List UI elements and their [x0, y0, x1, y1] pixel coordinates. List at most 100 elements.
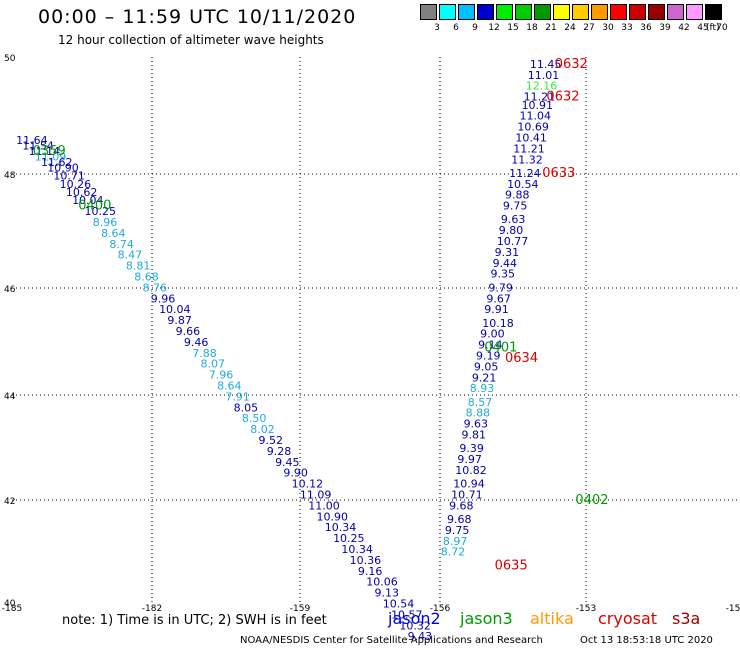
- scale-label: 36: [640, 23, 652, 33]
- swh-data-label: 9.19: [476, 349, 501, 362]
- swh-data-label: 9.13: [375, 587, 400, 600]
- swh-data-label: 9.68: [447, 513, 472, 526]
- scale-unit: (ft): [706, 23, 720, 33]
- swh-data-label: 8.81: [126, 260, 151, 273]
- swh-data-label: 11.21: [513, 142, 545, 155]
- y-tick-label: 42: [4, 497, 15, 507]
- swh-data-label: 11.00: [308, 499, 340, 512]
- swh-data-label: 10.90: [47, 161, 79, 174]
- pass-time-label: 0402: [575, 493, 608, 508]
- swh-data-label: 10.71: [451, 488, 483, 501]
- swh-data-label: 11.21: [524, 91, 556, 104]
- swh-data-label: 9.97: [457, 453, 482, 466]
- swh-data-label: 8.76: [143, 281, 168, 294]
- swh-data-label: 12.16: [526, 80, 558, 93]
- scale-label: 27: [583, 23, 595, 33]
- swh-data-label: 10.82: [455, 464, 487, 477]
- swh-data-label: 8.93: [470, 382, 495, 395]
- y-tick-label: 44: [4, 392, 16, 402]
- swh-data-label: 9.31: [495, 246, 519, 259]
- scale-swatch: [610, 4, 627, 20]
- swh-data-label: 8.97: [443, 535, 468, 548]
- swh-data-label: 10.54: [383, 597, 415, 610]
- scale-label: 45: [697, 23, 709, 33]
- scale-swatch: [705, 4, 722, 20]
- scale-label: 21: [545, 23, 557, 33]
- scale-swatch: [534, 4, 551, 20]
- swh-data-label: 10.25: [85, 205, 117, 218]
- swh-data-label: 9.75: [503, 200, 528, 213]
- pass-time-label: 0401: [484, 340, 517, 355]
- swh-data-label: 9.14: [478, 339, 503, 352]
- scale-swatch: [420, 4, 437, 20]
- legend-jason3: jason3: [460, 609, 513, 628]
- swh-data-label: 9.91: [484, 303, 509, 316]
- swh-data-label: 9.52: [259, 434, 284, 447]
- swh-data-label: 8.74: [109, 238, 134, 251]
- legend-altika: altika: [530, 609, 574, 628]
- swh-data-label: 9.43: [408, 630, 433, 643]
- legend-cryosat: cryosat: [598, 609, 658, 628]
- scale-swatch: [591, 4, 608, 20]
- scale-swatch: [629, 4, 646, 20]
- timestamp: Oct 13 18:53:18 UTC 2020: [580, 635, 713, 646]
- swh-data-label: 10.71: [53, 170, 85, 183]
- y-tick-label: 50: [4, 54, 16, 64]
- swh-data-label: 9.44: [493, 257, 517, 270]
- pass-time-label: 0359: [33, 144, 66, 159]
- x-tick-label: -156: [430, 604, 451, 614]
- swh-data-label: 9.63: [501, 213, 526, 226]
- swh-data-label: 10.41: [515, 131, 547, 144]
- swh-data-label: 8.47: [118, 249, 142, 262]
- swh-data-label: 9.39: [459, 442, 484, 455]
- swh-data-label: 11.01: [528, 69, 560, 82]
- swh-data-label: 10.94: [453, 478, 485, 491]
- credit-line: NOAA/NESDIS Center for Satellite Applica…: [240, 635, 543, 646]
- swh-data-label: 8.02: [250, 423, 275, 436]
- y-tick-label: 40: [4, 599, 16, 609]
- scale-swatch: [515, 4, 532, 20]
- scale-label: 39: [659, 23, 671, 33]
- swh-data-label: 9.90: [283, 467, 308, 480]
- swh-data-label: 8.96: [93, 216, 118, 229]
- swh-data-label: 11.45: [530, 58, 562, 71]
- swh-data-label: 8.72: [441, 546, 466, 559]
- swh-data-label: 11.09: [35, 151, 67, 164]
- pass-time-label: 0400: [78, 199, 111, 214]
- swh-data-label: 10.34: [341, 543, 373, 556]
- swh-data-label: 9.00: [480, 328, 505, 341]
- swh-data-label: 10.54: [507, 178, 538, 191]
- swh-data-label: 9.79: [488, 281, 513, 294]
- swh-data-label: 9.81: [462, 429, 487, 442]
- scale-label: 70: [716, 23, 728, 33]
- swh-data-label: 9.21: [472, 371, 497, 384]
- scale-swatch: [458, 4, 475, 20]
- swh-data-label: 11.14: [29, 145, 60, 158]
- swh-data-label: 8.50: [242, 412, 267, 425]
- x-tick-label: -185: [2, 604, 22, 614]
- scale-label: 24: [564, 23, 576, 33]
- swh-data-label: 11.24: [509, 167, 540, 180]
- swh-data-label: 10.36: [350, 554, 382, 567]
- swh-data-label: 10.12: [292, 478, 324, 491]
- swh-data-label: 9.66: [176, 325, 201, 338]
- scale-swatch: [667, 4, 684, 20]
- pass-time-label: 0633: [542, 166, 575, 181]
- swh-data-label: 7.88: [192, 347, 217, 360]
- swh-data-label: 10.90: [317, 510, 349, 523]
- page-title: 00:00 – 11:59 UTC 10/11/2020: [38, 6, 357, 28]
- pass-time-label: 0632: [546, 90, 579, 105]
- swh-data-label: 9.80: [499, 224, 524, 237]
- swh-data-label: 10.04: [159, 303, 191, 316]
- swh-data-label: 8.64: [217, 379, 242, 392]
- swh-data-label: 9.35: [491, 268, 516, 281]
- swh-data-label: 11.09: [300, 488, 332, 501]
- swh-data-label: 10.18: [482, 317, 514, 330]
- swh-data-label: 8.64: [101, 227, 126, 240]
- scale-swatch: [686, 4, 703, 20]
- scale-swatch: [572, 4, 589, 20]
- scale-label: 42: [678, 23, 690, 33]
- x-tick-label: -182: [142, 604, 162, 614]
- swh-data-label: 10.06: [366, 576, 398, 589]
